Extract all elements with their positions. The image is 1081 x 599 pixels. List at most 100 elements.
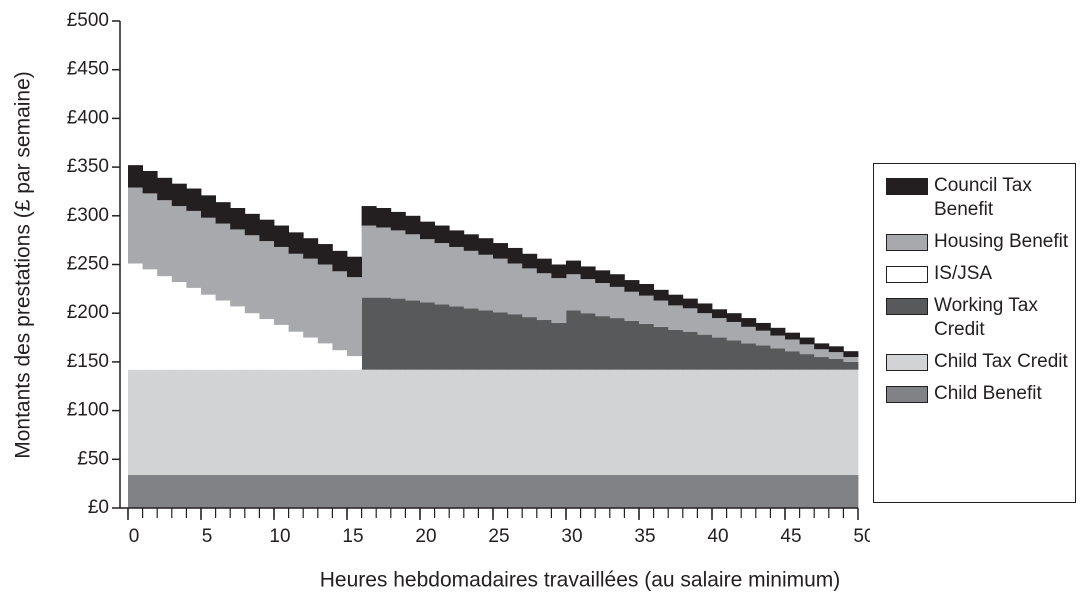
area-step [639, 295, 654, 324]
area-step [317, 343, 333, 370]
area-step [682, 331, 698, 370]
area-step [726, 369, 742, 475]
area-step [814, 369, 830, 475]
area-step [770, 474, 786, 508]
area-step [668, 369, 684, 475]
area-step [814, 349, 830, 358]
area-step [609, 274, 625, 287]
y-tick-label: £500 [67, 10, 109, 31]
area-step [682, 369, 698, 475]
area-step [580, 369, 596, 475]
area-step [639, 474, 654, 508]
legend-label: Child Tax Credit [934, 351, 1068, 372]
legend-swatch [886, 298, 928, 315]
legend-item: Working Tax Credit [886, 294, 1075, 342]
y-tick-label: £150 [67, 351, 109, 372]
area-step [493, 258, 508, 313]
area-step [595, 270, 611, 284]
area-step [303, 369, 319, 475]
area-step [668, 305, 684, 330]
area-step [463, 234, 479, 251]
area-step [244, 369, 260, 475]
legend-swatch [886, 354, 928, 371]
chart: Heures hebdomadaires travaillées (au sal… [12, 10, 870, 592]
legend-label: IS/JSA [934, 263, 993, 284]
y-tick-label: £200 [67, 302, 109, 323]
area-step [595, 283, 611, 317]
legend-swatch [886, 178, 928, 195]
area-step [770, 327, 786, 336]
area-step [288, 232, 304, 254]
area-step [259, 219, 275, 242]
area-step [507, 263, 523, 315]
area-step [595, 474, 611, 508]
y-tick-label: £250 [67, 254, 109, 275]
area-step [536, 273, 552, 321]
legend-item: Child Benefit [886, 382, 1075, 406]
area-step [522, 253, 538, 269]
area-step [843, 474, 859, 508]
area-step [259, 319, 275, 370]
area-step [405, 369, 421, 475]
area-step [726, 340, 742, 370]
area-step [215, 223, 231, 301]
area-step [580, 279, 596, 314]
area-step [536, 369, 552, 475]
area-step [230, 208, 246, 230]
area-step [522, 369, 538, 475]
area-step [609, 286, 625, 319]
area-step [244, 313, 260, 370]
area-step [142, 269, 158, 370]
area-step [390, 211, 406, 231]
area-step [201, 294, 216, 370]
area-step [449, 369, 465, 475]
area-step [259, 474, 275, 508]
area-step [347, 356, 362, 370]
area-step [376, 297, 392, 370]
area-step [463, 369, 479, 475]
area-step [244, 474, 260, 508]
area-step [420, 221, 435, 240]
y-tick-label: £50 [77, 448, 109, 469]
area-step [697, 474, 713, 508]
area-step [186, 369, 202, 475]
area-step [128, 474, 143, 508]
area-step [332, 271, 348, 351]
area-step [259, 369, 275, 475]
area-step [653, 289, 669, 301]
area-step [668, 294, 684, 306]
area-step [463, 474, 479, 508]
area-step [566, 369, 581, 475]
area-step [288, 474, 304, 508]
area-step [536, 474, 552, 508]
area-step [843, 361, 859, 370]
area-step [478, 474, 494, 508]
area-step [770, 348, 786, 370]
area-step [303, 258, 319, 338]
area-step [332, 369, 348, 475]
area-step [624, 291, 640, 321]
area-step [303, 238, 319, 259]
area-step [814, 474, 830, 508]
area-step [551, 264, 567, 279]
area-step [624, 474, 640, 508]
area-step [449, 306, 465, 370]
y-tick-label: £300 [67, 205, 109, 226]
area-step [361, 474, 377, 508]
area-step [361, 369, 377, 475]
area-step [551, 474, 567, 508]
area-step [741, 474, 757, 508]
area-step [215, 369, 231, 475]
area-step [653, 369, 669, 475]
area-step [405, 474, 421, 508]
area-step [390, 369, 406, 475]
area-step [566, 260, 581, 275]
area-step [682, 474, 698, 508]
area-step [697, 369, 713, 475]
area-step [171, 282, 187, 370]
x-tick-label: 35 [634, 526, 655, 547]
area-step [434, 225, 450, 244]
area-step [332, 250, 348, 272]
area-step [785, 339, 800, 352]
area-step [317, 244, 333, 265]
